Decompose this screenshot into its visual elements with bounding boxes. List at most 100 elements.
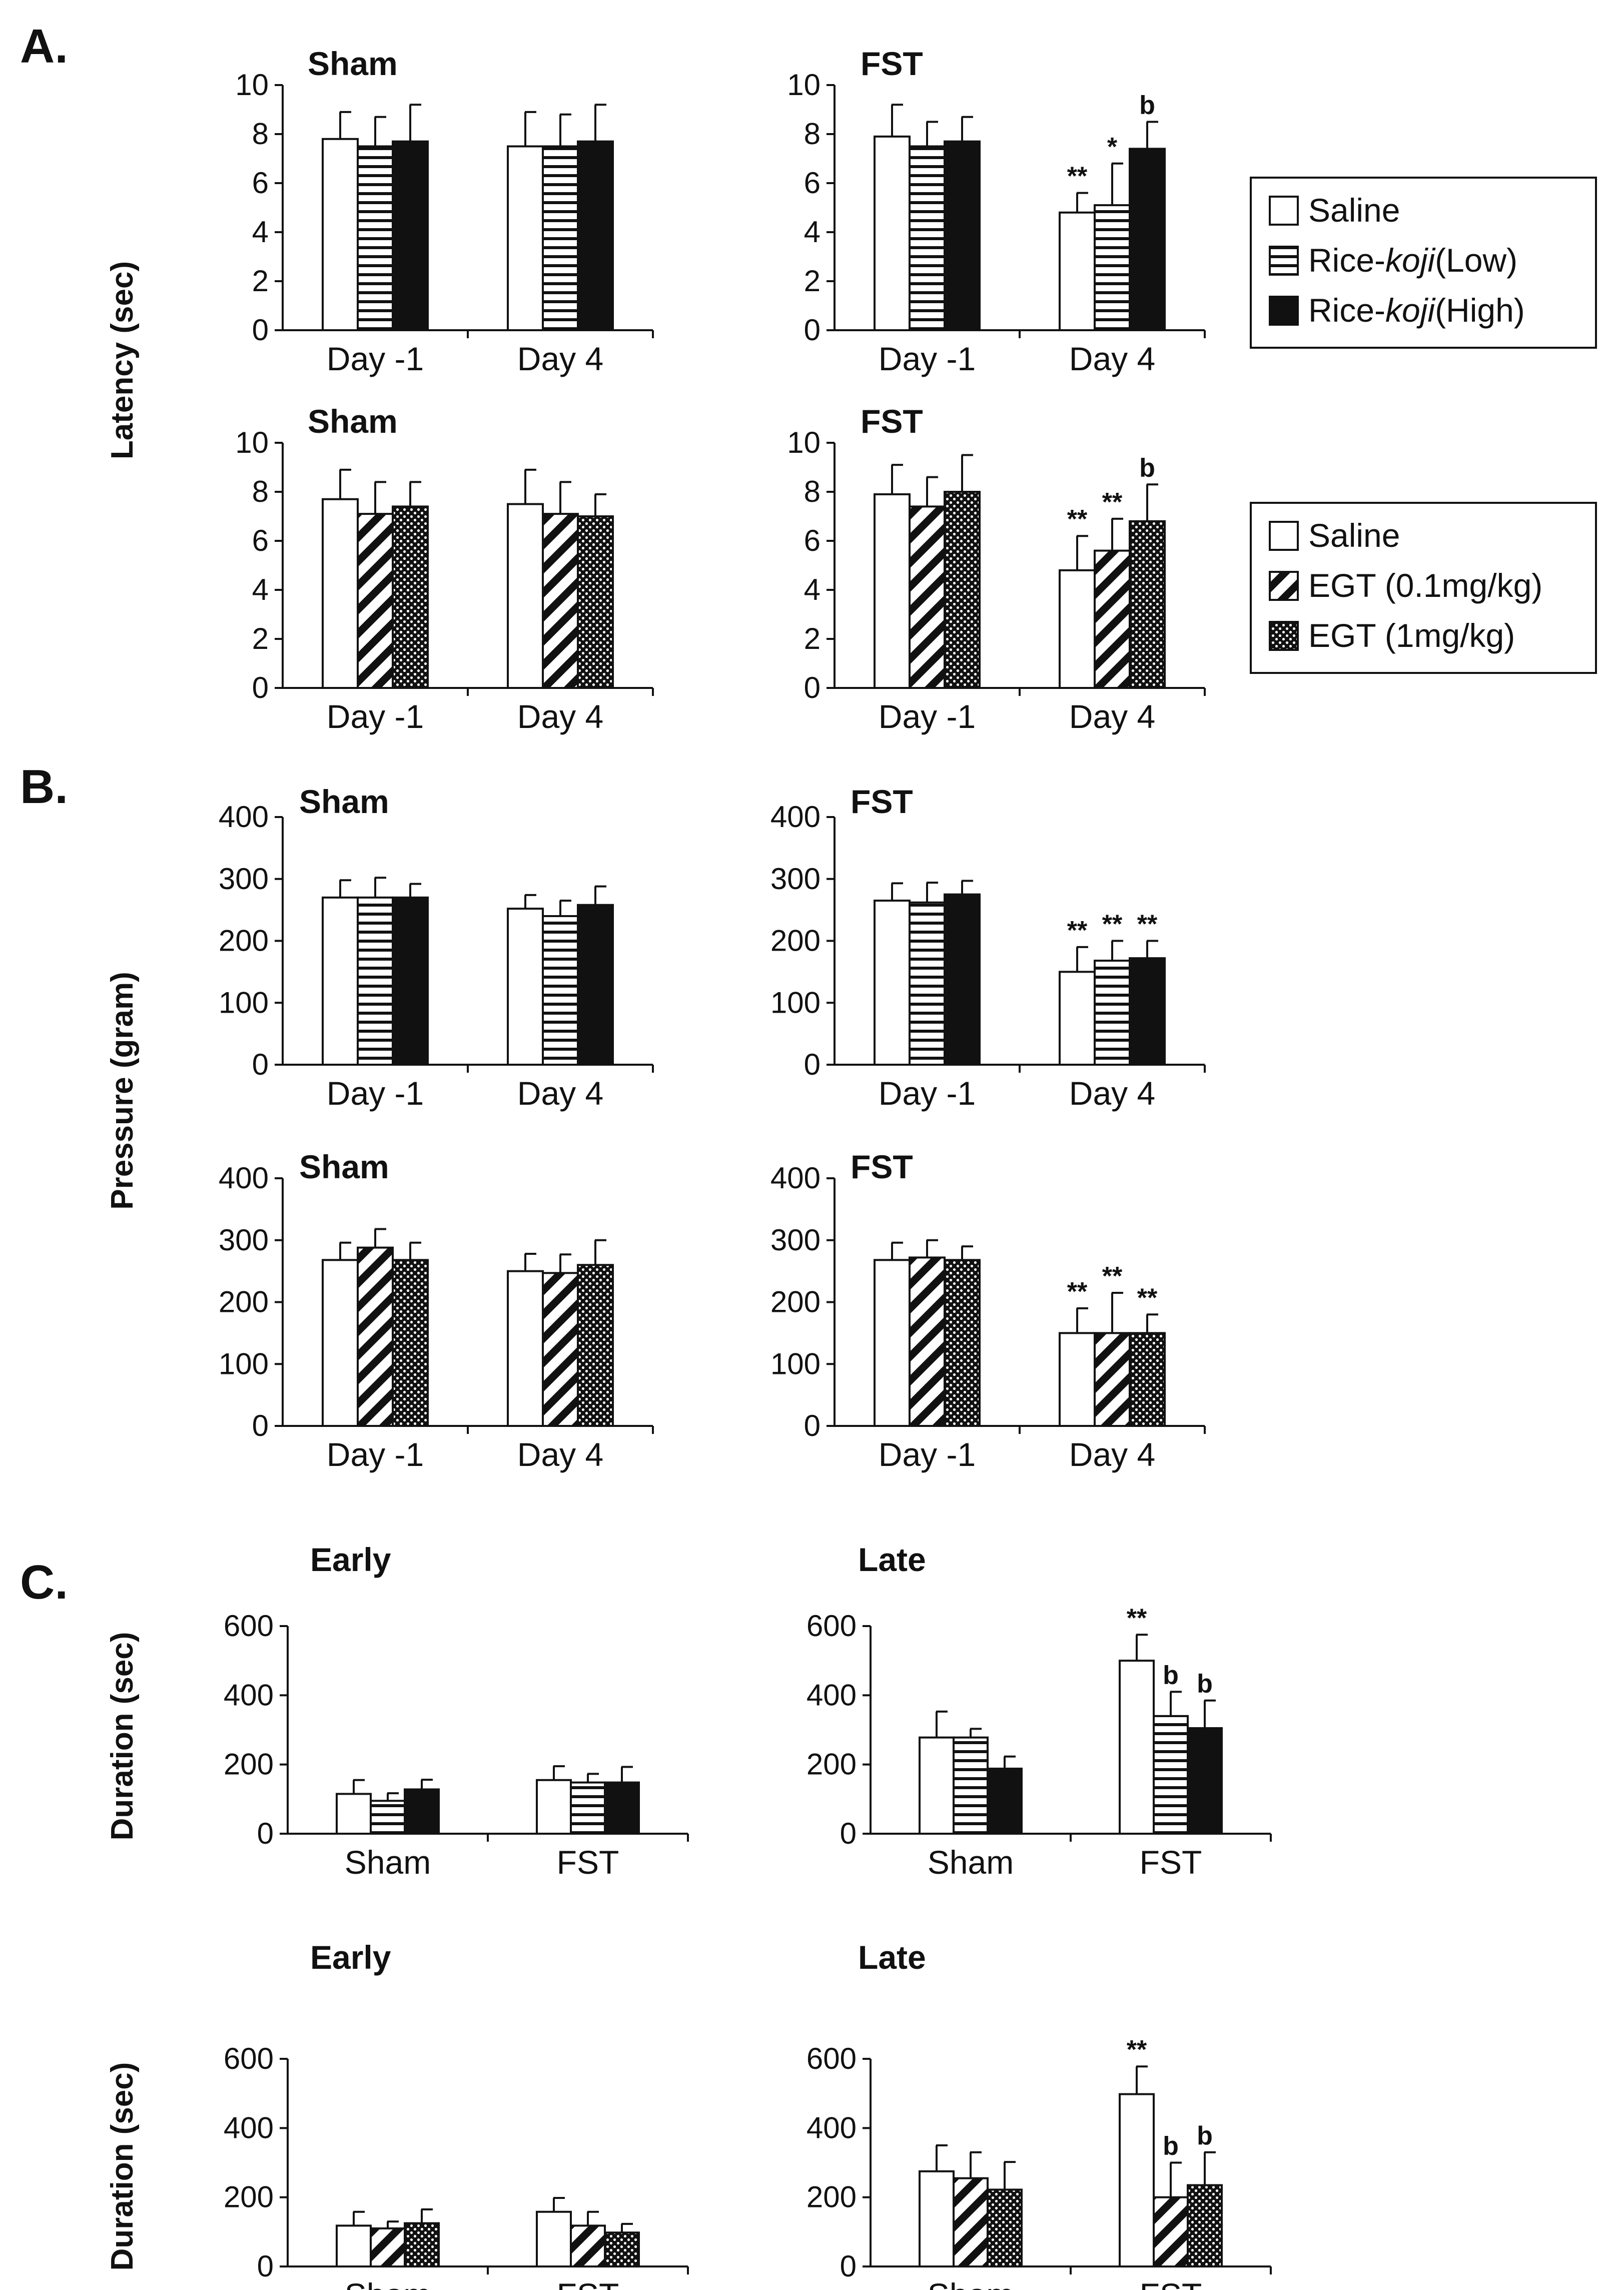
chart-B1-fst: FST 0 100 200 300 400 Day -1 Day 4 ** ** ** [770,783,1206,1112]
chart-title: FST [861,403,923,440]
x-category-label: Day 4 [1069,340,1155,377]
y-tick-label: 0 [257,2249,274,2283]
x-category-label: FST [557,2276,619,2290]
legend-box-2: Saline EGT (0.1mg/kg) EGT (1mg/kg) [1250,502,1597,674]
y-tick-label: 0 [257,1817,274,1850]
bar-egt-0-1mg-kg--1 [570,2224,606,2267]
bar-saline-0 [322,1259,359,1427]
y-tick-label: 200 [770,924,821,958]
y-tick-label: 300 [770,862,821,896]
bar-egt-1mg-kg--0 [944,1259,981,1427]
y-tick-label: 4 [252,215,269,249]
chart-title: FST [851,783,913,820]
y-tick-label: 0 [804,671,821,704]
bar-rice-koji-high--1 [1129,148,1166,331]
bar-saline-0 [874,135,911,331]
x-category-label: Day -1 [879,1436,976,1473]
bar-egt-0-1mg-kg--1 [542,1272,579,1427]
x-category-label: FST [557,1844,619,1881]
legend-box-1: Saline Rice-koji(Low) Rice-koji(High) [1250,177,1597,349]
bar-rice-koji-low--1 [542,915,579,1066]
significance-mark: ** [1127,1604,1147,1633]
significance-mark: ** [1067,162,1088,191]
x-category-label: Sham [928,1844,1014,1881]
bar-rice-koji-low--0 [357,145,394,331]
bar-egt-1mg-kg--0 [392,1259,429,1427]
y-tick-label: 400 [770,800,821,834]
chart-C2-early: Early Duration (sec) 0 200 400 600 Sham FST [105,1939,689,2290]
y-tick-label: 10 [787,68,821,102]
y-tick-label: 0 [804,313,821,347]
x-category-label: Day -1 [327,698,424,735]
y-tick-label: 300 [219,862,269,896]
y-tick-label: 600 [806,2042,857,2075]
y-tick-label: 300 [219,1223,269,1257]
bar-saline-1 [507,1270,544,1427]
panel-label-c: C. [20,1556,68,1609]
bar-egt-1mg-kg--1 [1129,1332,1166,1427]
significance-mark: ** [1067,1277,1088,1306]
bar-egt-1mg-kg--0 [987,2188,1023,2268]
x-category-label: Day 4 [517,698,603,735]
legend-swatch [1269,296,1299,326]
x-category-label: Day 4 [517,1075,603,1112]
y-tick-label: 200 [219,1285,269,1319]
y-tick-label: 200 [224,2180,274,2214]
y-axis-label-latency: Latency (sec) [105,261,140,459]
bar-saline-0 [322,498,359,689]
bar-rice-koji-low--0 [909,901,946,1066]
significance-mark: b [1139,453,1155,482]
y-tick-label: 0 [840,2249,857,2283]
y-tick-label: 400 [224,1678,274,1712]
y-tick-label: 6 [252,166,269,200]
chart-A2-fst: FST 0 2 4 6 8 10 Day -1 Day 4 ** ** b [787,403,1206,735]
y-tick-label: 0 [252,313,269,347]
y-tick-label: 10 [235,426,269,459]
y-tick-label: 6 [804,166,821,200]
bar-rice-koji-low--1 [1153,1715,1189,1835]
bar-saline-1 [536,2210,572,2268]
significance-mark: * [1107,133,1118,162]
x-category-label: Day -1 [327,340,424,377]
bar-saline-0 [919,2170,955,2267]
legend-swatch [1269,246,1299,276]
y-tick-label: 200 [770,1285,821,1319]
chart-C2-late: Late 0 200 400 600 Sham FST ** bb [806,1939,1272,2290]
bar-egt-0-1mg-kg--0 [370,2227,406,2267]
bar-rice-koji-high--0 [392,140,429,331]
chart-title: Sham [299,783,389,820]
bar-saline-1 [1059,569,1096,689]
bar-egt-0-1mg-kg--1 [1094,549,1131,689]
significance-mark: ** [1102,910,1123,939]
bar-saline-1 [507,503,544,689]
chart-A2-sham: Sham 0 2 4 6 8 10 Day -1 Day 4 [235,403,654,735]
y-tick-label: 100 [770,1347,821,1380]
legend-label: Saline [1308,192,1400,229]
bar-rice-koji-low--0 [909,145,946,331]
bar-rice-koji-high--0 [944,893,981,1066]
y-tick-label: 8 [804,475,821,508]
bar-saline-1 [1059,971,1096,1066]
bar-rice-koji-high--1 [1187,1727,1223,1835]
chart-B2-fst: FST 0 100 200 300 400 Day -1 Day 4 ** ** ** [770,1148,1206,1473]
legend-swatch [1269,521,1299,551]
y-tick-label: 400 [806,2111,857,2144]
bar-egt-0-1mg-kg--1 [542,513,579,689]
y-tick-label: 400 [224,2111,274,2144]
bar-rice-koji-high--0 [944,140,981,331]
y-tick-label: 400 [770,1161,821,1195]
x-category-label: Day 4 [1069,1075,1155,1112]
bar-rice-koji-high--0 [392,896,429,1066]
bar-saline-0 [874,1259,911,1427]
bar-saline-1 [536,1779,572,1835]
chart-title: FST [851,1148,913,1185]
y-tick-label: 0 [804,1409,821,1442]
bar-saline-0 [336,2224,372,2267]
y-tick-label: 8 [252,475,269,508]
bar-saline-1 [1059,1332,1096,1427]
bar-egt-1mg-kg--1 [1187,2184,1223,2268]
y-tick-label: 0 [252,1048,269,1081]
y-tick-label: 2 [804,264,821,298]
significance-mark: b [1197,2121,1213,2150]
